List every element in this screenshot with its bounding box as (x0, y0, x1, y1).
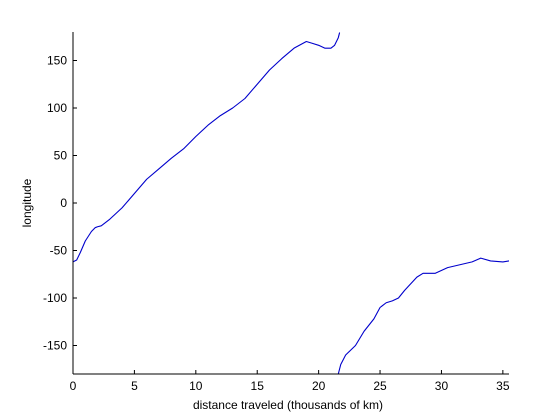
y-tick-label: 150 (47, 54, 67, 68)
y-axis-label: longitude (20, 178, 34, 227)
y-tick-label: 50 (54, 149, 68, 163)
series-line-1 (73, 32, 341, 263)
y-tick-label: 100 (47, 101, 67, 115)
y-tick-label: 0 (60, 196, 67, 210)
axes: 0 5 10 15 20 25 30 35 -150 -100 -50 0 50 100 150 (43, 32, 510, 393)
x-tick-label: 25 (373, 379, 387, 393)
plot-area (73, 32, 509, 374)
x-tick-label: 0 (70, 379, 77, 393)
series-line-2 (337, 257, 509, 374)
y-tick-label: -150 (43, 339, 67, 353)
x-tick-label: 20 (312, 379, 326, 393)
x-tick-label: 35 (496, 379, 510, 393)
x-axis-label: distance traveled (thousands of km) (193, 398, 383, 412)
x-tick-label: 10 (189, 379, 203, 393)
x-tick-label: 15 (251, 379, 265, 393)
y-tick-label: -100 (43, 291, 67, 305)
x-tick-label: 30 (435, 379, 449, 393)
y-tick-label: -50 (50, 244, 68, 258)
x-tick-label: 5 (131, 379, 138, 393)
